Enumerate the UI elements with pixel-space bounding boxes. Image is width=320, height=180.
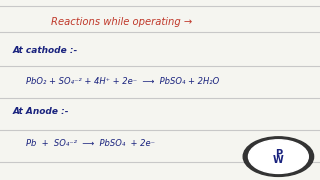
Circle shape [243,137,314,176]
Text: W: W [273,155,284,165]
Text: At cathode :-: At cathode :- [13,46,78,55]
Text: P: P [275,149,282,159]
Text: Pb  +  SO₄⁻²  ⟶  PbSO₄  + 2e⁻: Pb + SO₄⁻² ⟶ PbSO₄ + 2e⁻ [26,140,155,148]
Text: At Anode :-: At Anode :- [13,107,69,116]
Text: PbO₂ + SO₄⁻² + 4H⁺ + 2e⁻  ⟶  PbSO₄ + 2H₂O: PbO₂ + SO₄⁻² + 4H⁺ + 2e⁻ ⟶ PbSO₄ + 2H₂O [26,76,219,86]
Text: Reactions while operating →: Reactions while operating → [51,17,192,27]
Circle shape [248,140,308,174]
